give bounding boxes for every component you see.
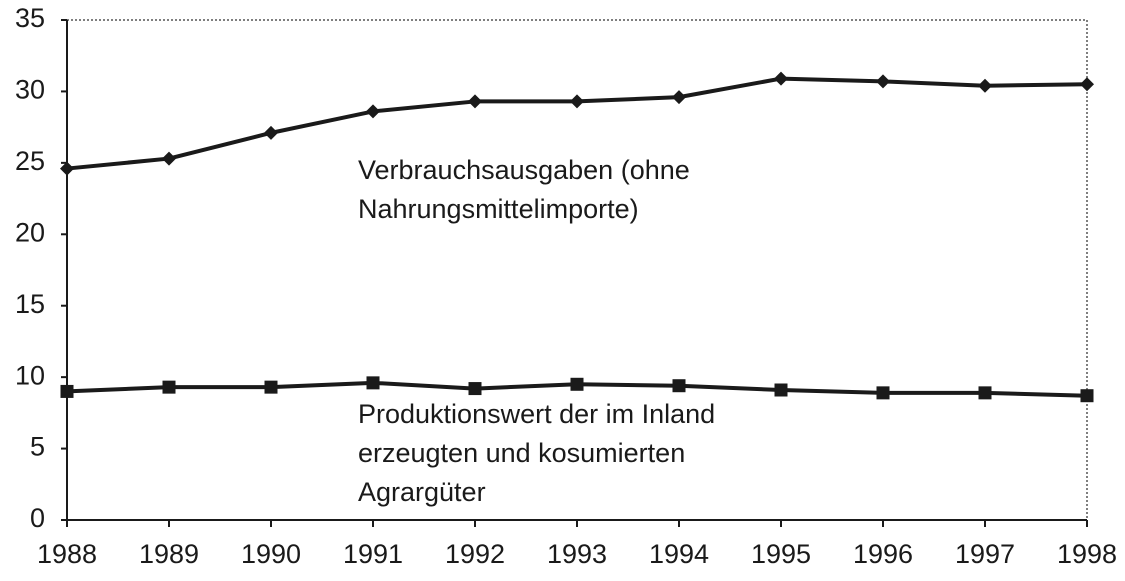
x-tick-label: 1990 bbox=[241, 539, 301, 569]
y-tick-label: 20 bbox=[15, 217, 45, 247]
x-tick-label: 1998 bbox=[1057, 539, 1117, 569]
y-tick-label: 5 bbox=[30, 432, 45, 462]
annotation: erzeugten und kosumierten bbox=[358, 438, 685, 468]
point bbox=[876, 74, 890, 89]
y-tick-label: 15 bbox=[15, 289, 45, 319]
x-tick-label: 1989 bbox=[139, 539, 199, 569]
point bbox=[1080, 77, 1094, 92]
x-tick-label: 1988 bbox=[37, 539, 97, 569]
point bbox=[672, 90, 686, 105]
point bbox=[1080, 389, 1094, 403]
x-tick-label: 1995 bbox=[751, 539, 811, 569]
point bbox=[366, 104, 380, 119]
y-tick-label: 0 bbox=[30, 503, 45, 533]
x-tick-label: 1991 bbox=[343, 539, 403, 569]
point bbox=[366, 376, 380, 390]
point bbox=[570, 94, 584, 109]
x-tick-label: 1992 bbox=[445, 539, 505, 569]
point bbox=[978, 78, 992, 93]
x-tick-label: 1994 bbox=[649, 539, 709, 569]
x-tick-label: 1996 bbox=[853, 539, 913, 569]
point bbox=[468, 94, 482, 109]
y-tick-label: 25 bbox=[15, 146, 45, 176]
y-tick-label: 35 bbox=[15, 3, 45, 33]
y-tick-label: 30 bbox=[15, 75, 45, 105]
point bbox=[774, 71, 788, 86]
y-tick-label: 10 bbox=[15, 360, 45, 390]
annotation: Agrargüter bbox=[358, 477, 486, 507]
point bbox=[264, 380, 278, 394]
x-tick-label: 1993 bbox=[547, 539, 607, 569]
point bbox=[468, 382, 482, 396]
point bbox=[672, 379, 686, 393]
annotation: Produktionswert der im Inland bbox=[358, 399, 715, 429]
point bbox=[978, 386, 992, 400]
point bbox=[162, 380, 176, 394]
point bbox=[60, 161, 74, 176]
point bbox=[774, 383, 788, 397]
x-tick-label: 1997 bbox=[955, 539, 1015, 569]
point bbox=[876, 386, 890, 400]
annotation: Nahrungsmittelimporte) bbox=[358, 194, 639, 224]
point bbox=[264, 125, 278, 140]
point bbox=[570, 377, 584, 391]
point bbox=[60, 384, 74, 398]
annotation: Verbrauchsausgaben (ohne bbox=[358, 155, 690, 185]
point bbox=[162, 151, 176, 166]
